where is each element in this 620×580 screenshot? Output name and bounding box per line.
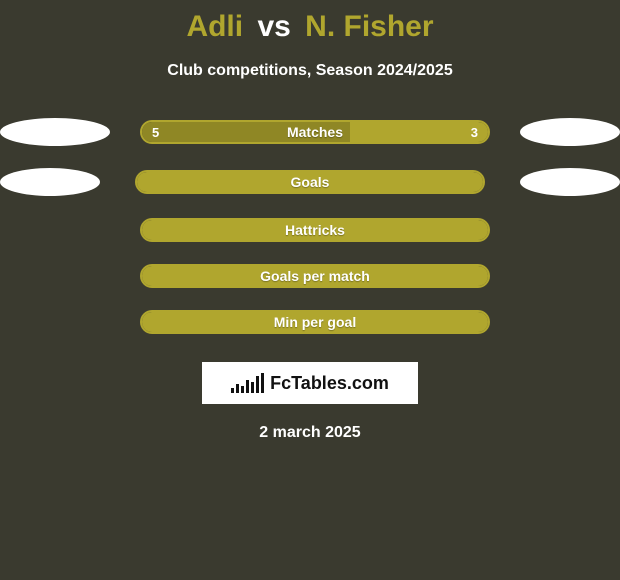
right-ellipse xyxy=(520,276,620,277)
left-value: 5 xyxy=(152,122,159,142)
bar-left-fill xyxy=(142,122,350,142)
bar-left-fill xyxy=(142,312,488,332)
stat-row: Min per goal xyxy=(0,310,620,334)
right-ellipse xyxy=(520,322,620,323)
right-ellipse xyxy=(520,118,620,146)
stat-bar: Hattricks xyxy=(140,218,490,242)
mini-bar xyxy=(236,384,239,393)
left-ellipse xyxy=(0,168,100,196)
bar-left-fill xyxy=(142,266,488,286)
date-label: 2 march 2025 xyxy=(0,424,620,442)
vs-label: vs xyxy=(257,10,290,43)
mini-bar xyxy=(231,388,234,393)
left-ellipse xyxy=(0,322,110,323)
stat-bar: Min per goal xyxy=(140,310,490,334)
comparison-title: Adli vs N. Fisher xyxy=(0,0,620,44)
bar-right-fill xyxy=(350,122,488,142)
bar-chart-icon xyxy=(231,373,264,393)
stat-bar: Matches53 xyxy=(140,120,490,144)
right-ellipse xyxy=(520,168,620,196)
stat-row: Matches53 xyxy=(0,118,620,146)
stat-bar: Goals per match xyxy=(140,264,490,288)
stat-row: Goals per match xyxy=(0,264,620,288)
logo-card: FcTables.com xyxy=(202,362,418,404)
mini-bar xyxy=(256,376,259,393)
mini-bar xyxy=(246,380,249,393)
left-ellipse xyxy=(0,118,110,146)
mini-bar xyxy=(261,373,264,393)
player1-name: Adli xyxy=(186,10,243,43)
right-ellipse xyxy=(520,230,620,231)
stat-rows-container: Matches53GoalsHattricksGoals per matchMi… xyxy=(0,118,620,334)
mini-bar xyxy=(241,386,244,393)
bar-left-fill xyxy=(137,172,483,192)
left-ellipse xyxy=(0,276,110,277)
stat-row: Hattricks xyxy=(0,218,620,242)
mini-bar xyxy=(251,382,254,393)
stat-bar: Goals xyxy=(135,170,485,194)
logo-text: FcTables.com xyxy=(270,373,389,394)
bar-left-fill xyxy=(142,220,488,240)
stat-row: Goals xyxy=(0,168,620,196)
subtitle: Club competitions, Season 2024/2025 xyxy=(0,62,620,80)
right-value: 3 xyxy=(471,122,478,142)
player2-name: N. Fisher xyxy=(305,10,433,43)
left-ellipse xyxy=(0,230,110,231)
